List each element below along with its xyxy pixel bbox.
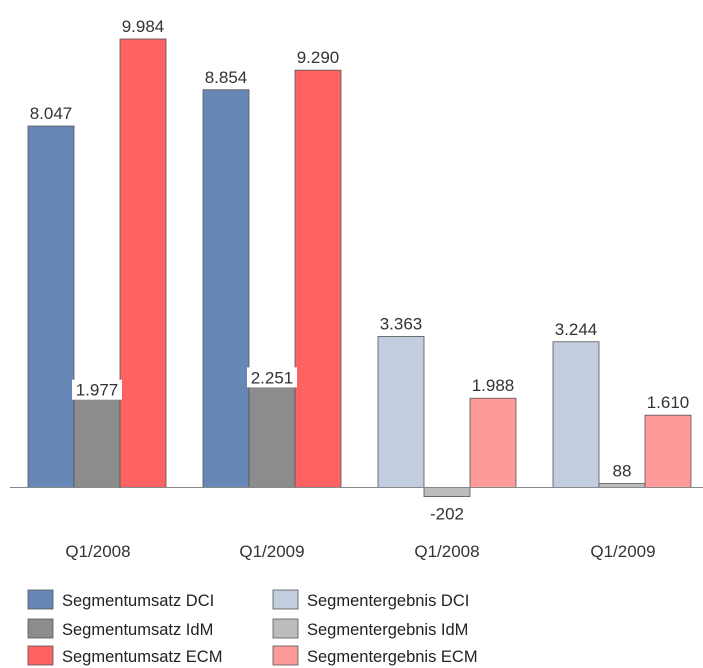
bar-3-2 [644,414,692,488]
value-label-2-0: 3.363 [380,314,423,333]
value-label-1-1: 2.251 [251,368,294,387]
bar-2-2 [469,397,517,488]
legend-swatch-1 [27,618,54,639]
bar-1-2 [294,69,342,488]
legend-swatch-4 [272,618,299,639]
legend-swatch-3 [272,589,299,610]
legend-entry-4: Segmentergebnis IdM [307,621,468,639]
bar-0-1 [73,398,121,488]
value-label-bg-0-1 [72,379,122,400]
value-label-2-2: 1.988 [472,376,515,395]
legend: Segmentumsatz DCI Segmentumsatz IdM Segmen… [27,589,478,666]
value-label-3-0: 3.244 [555,320,598,339]
bars-layer [27,38,692,497]
bar-0-2 [119,38,167,488]
value-label-1-2: 9.290 [297,48,340,67]
value-label-3-1: 88 [613,462,632,481]
value-label-0-0: 8.047 [30,104,73,123]
category-labels-layer: Q1/2008 Q1/2009 Q1/2008 Q1/2009 [65,542,655,561]
legend-entry-1: Segmentumsatz IdM [62,621,213,639]
bar-2-1 [423,487,471,497]
value-label-bg-1-1 [247,367,297,388]
value-label-1-0: 8.854 [205,68,248,87]
legend-entry-3: Segmentergebnis DCI [307,592,469,610]
bar-2-0 [377,336,425,488]
category-label-2: Q1/2008 [414,542,479,561]
category-label-0: Q1/2008 [65,542,130,561]
legend-swatch-5 [272,645,299,666]
legend-swatch-2 [27,645,54,666]
legend-entry-5: Segmentergebnis ECM [307,648,478,666]
legend-entry-0: Segmentumsatz DCI [62,592,214,610]
bar-3-1 [598,483,646,488]
bar-1-1 [248,385,296,488]
category-label-1: Q1/2009 [239,542,304,561]
legend-entry-2: Segmentumsatz ECM [62,648,222,666]
legend-swatch-0 [27,589,54,610]
value-label-0-2: 9.984 [122,17,165,36]
category-label-3: Q1/2009 [590,542,655,561]
bar-1-0 [202,89,250,488]
value-labels-layer: 8.047 1.977 9.984 8.854 2.251 9.290 3.363 -202 1… [30,17,690,524]
value-label-0-1: 1.977 [76,381,119,400]
value-label-2-1: -202 [430,505,464,524]
bar-0-0 [27,125,75,488]
bar-3-0 [552,341,600,488]
value-label-3-2: 1.610 [647,393,690,412]
